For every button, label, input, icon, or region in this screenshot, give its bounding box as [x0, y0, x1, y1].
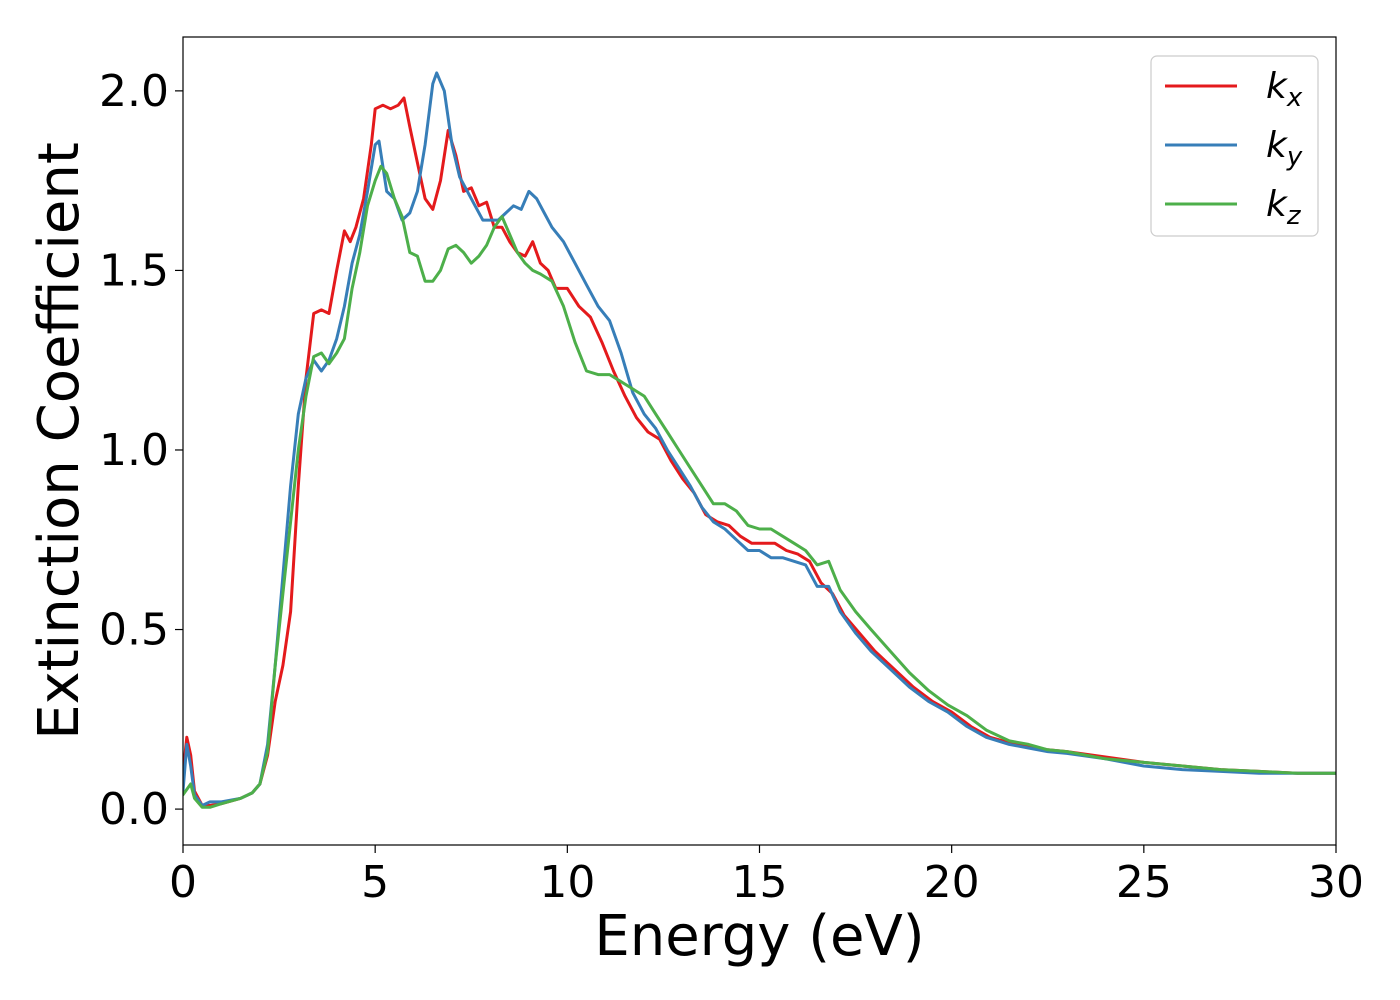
series-group: [183, 71, 1336, 809]
x-tick-label: 5: [361, 857, 389, 908]
y-axis-label: Extinction Coefficient: [27, 142, 92, 740]
x-tick-label: 20: [924, 857, 980, 908]
series-line-ky: [183, 71, 1336, 807]
x-tick-label: 10: [539, 857, 595, 908]
x-tick-label: 25: [1116, 857, 1172, 908]
legend-label-kx: kx: [1266, 66, 1303, 113]
y-tick-label: 0.0: [99, 784, 169, 835]
legend: kx ky kz: [1150, 55, 1319, 237]
y-tick-label: 0.5: [99, 605, 169, 656]
series-line-kx: [183, 96, 1336, 807]
legend-label-kz: kz: [1266, 184, 1302, 231]
x-axis-ticks: 0 5 10 15 20 25 30: [169, 845, 1364, 908]
legend-label-ky: ky: [1266, 125, 1303, 172]
y-axis-ticks: 0.0 0.5 1.0 1.5 2.0: [99, 66, 183, 835]
x-tick-label: 0: [169, 857, 197, 908]
plot-area: [182, 36, 1337, 846]
y-tick-label: 1.5: [99, 245, 169, 296]
y-tick-label: 1.0: [99, 425, 169, 476]
x-tick-label: 15: [732, 857, 788, 908]
x-axis-label: Energy (eV): [594, 904, 924, 969]
series-line-kz: [183, 164, 1336, 809]
x-tick-label: 30: [1308, 857, 1364, 908]
y-tick-label: 2.0: [99, 66, 169, 117]
